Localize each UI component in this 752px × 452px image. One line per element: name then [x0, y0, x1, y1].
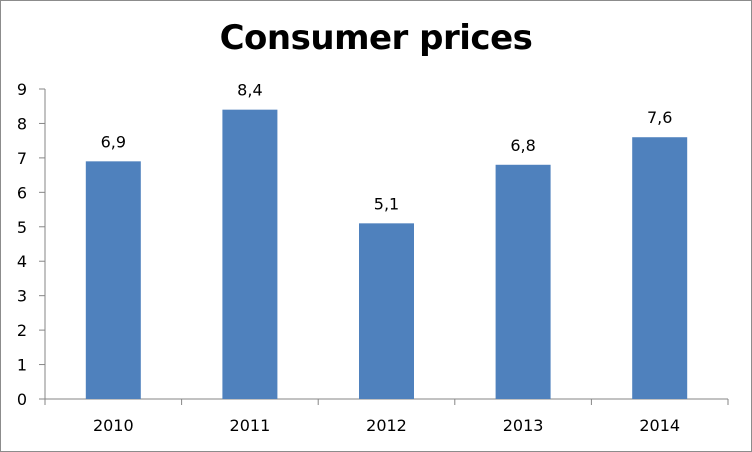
y-tick-label: 9 [17, 80, 27, 99]
bar [85, 161, 141, 399]
bar [222, 109, 278, 400]
data-label: 5,1 [374, 194, 399, 213]
y-tick-label: 1 [17, 356, 27, 375]
y-tick-label: 4 [17, 252, 27, 271]
y-tick-label: 0 [17, 390, 27, 409]
bar [632, 137, 688, 399]
y-tick-label: 7 [17, 149, 27, 168]
y-tick-label: 8 [17, 114, 27, 133]
chart-title: Consumer prices [219, 18, 533, 58]
x-tick-label: 2012 [366, 416, 407, 435]
y-tick-label: 5 [17, 218, 27, 237]
x-tick-label: 2010 [93, 416, 134, 435]
data-label: 7,6 [647, 108, 672, 127]
data-label: 8,4 [237, 81, 262, 100]
x-tick-label: 2014 [639, 416, 680, 435]
y-tick-label: 2 [17, 321, 27, 340]
data-label: 6,9 [101, 132, 126, 151]
y-tick-label: 3 [17, 287, 27, 306]
bar [495, 164, 551, 399]
y-tick-label: 6 [17, 183, 27, 202]
bar [359, 223, 414, 399]
x-tick-label: 2011 [230, 416, 271, 435]
data-label: 6,8 [510, 136, 535, 155]
x-tick-label: 2013 [503, 416, 544, 435]
